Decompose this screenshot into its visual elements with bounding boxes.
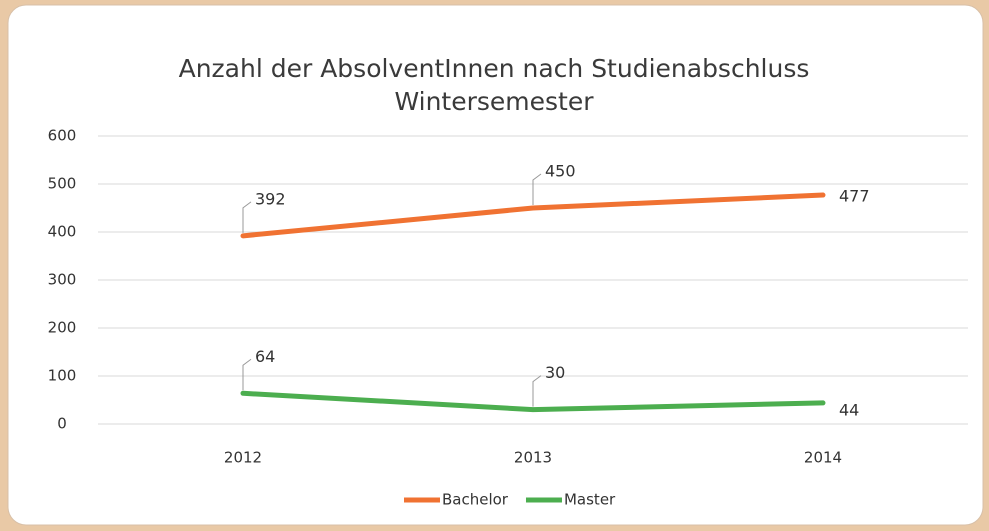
- y-tick-label: 0: [57, 415, 67, 433]
- label-leader: [242, 201, 252, 233]
- y-tick-label: 600: [48, 127, 77, 145]
- data-label: 44: [839, 400, 859, 419]
- data-label: 64: [255, 347, 275, 366]
- y-tick-label: 500: [48, 175, 77, 193]
- y-tick-label: 200: [48, 319, 77, 337]
- panel: [7, 4, 984, 526]
- data-label: 30: [545, 363, 565, 382]
- series-line: [240, 192, 826, 239]
- y-tick-label: 100: [48, 367, 77, 385]
- series-line: [240, 390, 826, 413]
- label-leader: [242, 358, 252, 391]
- chart-title: Anzahl der AbsolventInnen nach Studienab…: [179, 54, 810, 83]
- y-tick-label: 400: [48, 223, 77, 241]
- data-label: 392: [255, 189, 286, 208]
- legend-label: Bachelor: [442, 491, 509, 509]
- legend-label: Master: [564, 491, 616, 509]
- x-tick-label: 2012: [224, 449, 262, 467]
- label-leader: [532, 375, 542, 407]
- label-leader: [532, 173, 542, 205]
- data-label: 477: [839, 187, 870, 206]
- y-tick-label: 300: [48, 271, 77, 289]
- x-tick-label: 2014: [804, 449, 842, 467]
- data-label: 450: [545, 162, 576, 181]
- chart-subtitle: Wintersemester: [394, 87, 594, 116]
- x-tick-label: 2013: [514, 449, 552, 467]
